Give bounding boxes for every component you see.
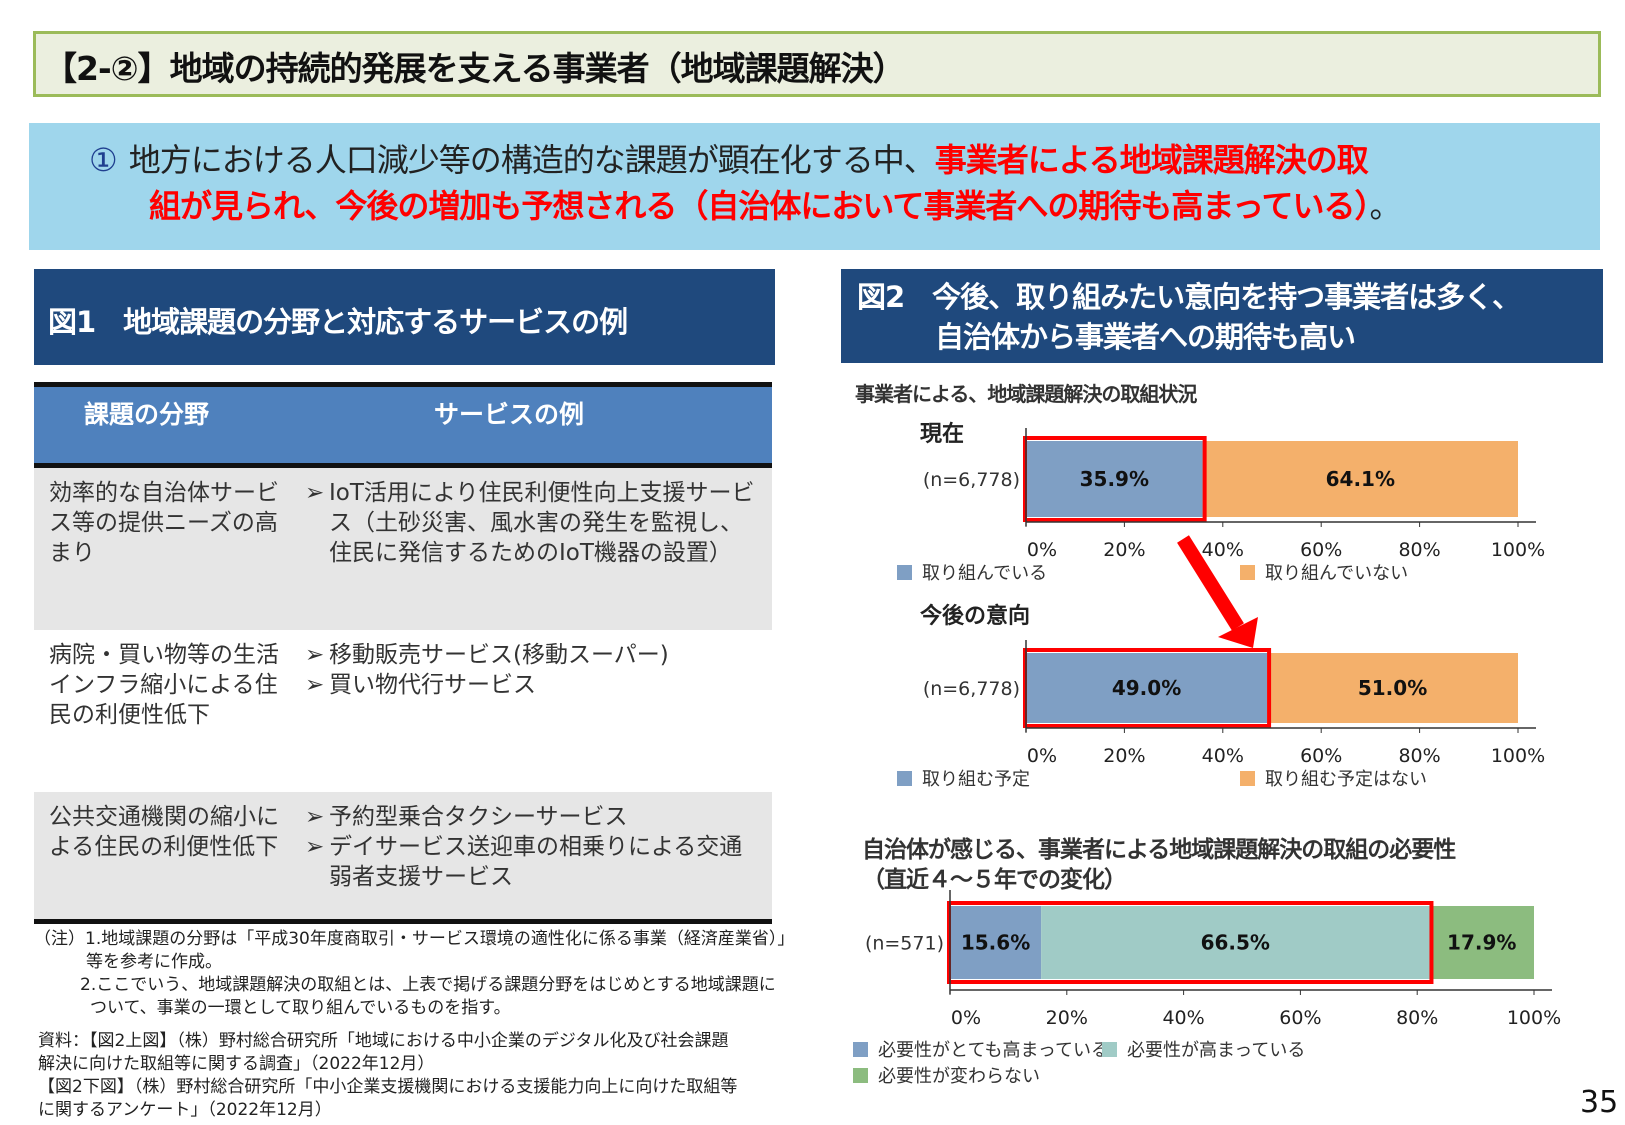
chart3-tick-label: 100% (1507, 1007, 1561, 1029)
fig2-title-line2: 自治体から事業者への期待も高い (935, 320, 1356, 354)
chart3-bar-0 (950, 906, 1042, 979)
field-cell: 効率的な自治体サービス等の提供ニーズの高まり (49, 480, 279, 566)
chart1-title: 事業者による、地域課題解決の取組状況 (855, 382, 1197, 406)
source-1-cont: 解決に向けた取組等に関する調査」（2022年12月） (38, 1054, 435, 1074)
fig2-title: 図2 今後、取り組みたい意向を持つ事業者は多く、 自治体から事業者への期待も高い (841, 269, 1603, 363)
chart1-subtitle: 現在 (920, 422, 965, 447)
chart2-legend-swatch (1240, 771, 1255, 786)
chart1-bar-label-1: 64.1% (1326, 467, 1395, 491)
chart3-bar-1 (1041, 906, 1430, 979)
chart1-tick-label: 100% (1491, 539, 1545, 561)
note-2-cont: ついて、事業の一環として取り組んでいるものを指す。 (90, 998, 511, 1018)
sources: 資料：【図2上図】（株）野村総合研究所「地域における中小企業のデジタル化及び社会… (38, 1030, 838, 1122)
chart1-legend-swatch (1240, 565, 1255, 580)
service-item: ➢ IoT活用により住民利便性向上支援サービス（土砂災害、風水害の発生を監視し、住… (305, 480, 755, 566)
chart2-tick-label: 20% (1103, 745, 1145, 767)
chart3-legend-swatch (1102, 1042, 1117, 1057)
chart1-legend-label: 取り組んでいる (922, 563, 1047, 584)
table-row: 効率的な自治体サービス等の提供ニーズの高まり ➢ IoT活用により住民利便性向上支… (34, 468, 772, 630)
table-row: 病院・買い物等の生活インフラ縮小による住民の利便性低下 ➢ 移動販売サービス(移動… (34, 630, 772, 792)
chart2-bar-1 (1267, 653, 1518, 723)
chart3-tick-label: 40% (1162, 1007, 1204, 1029)
chart3-bar-2 (1429, 906, 1534, 979)
table-bottom-rule (34, 919, 772, 924)
lead-highlight-1: 事業者による地域課題解決の取 (934, 141, 1369, 179)
page-title: 【2-②】地域の持続的発展を支える事業者（地域課題解決） (33, 31, 1601, 97)
chart3-legend-label: 必要性が変わらない (878, 1066, 1040, 1087)
chart2-legend-label: 取り組む予定 (922, 769, 1030, 790)
arrow-head-icon (1218, 617, 1258, 648)
chart1-bar-label-0: 35.9% (1080, 467, 1149, 491)
lead-number: ① (89, 141, 118, 179)
chart3-legend-label: 必要性がとても高まっている (878, 1040, 1109, 1061)
chart1-tick-label: 0% (1027, 539, 1057, 561)
chart1-tick-label: 20% (1103, 539, 1145, 561)
chart2-highlight-box (1023, 648, 1272, 728)
chart2-bar-0 (1026, 653, 1268, 723)
source-2-cont: に関するアンケート」（2022年12月） (38, 1100, 332, 1120)
chart2-bar-label-1: 51.0% (1358, 676, 1427, 700)
chart2-tick-label: 100% (1491, 745, 1545, 767)
chart3-tick-label: 0% (951, 1007, 981, 1029)
field-cell: 病院・買い物等の生活インフラ縮小による住民の利便性低下 (49, 642, 279, 728)
chart3-legend-swatch (853, 1068, 868, 1083)
service-table: 課題の分野 サービスの例 効率的な自治体サービス等の提供ニーズの高まり ➢ IoT… (34, 382, 772, 924)
lead-highlight-2: 組が見られ、今後の増加も予想される（自治体において事業者への期待も高まっている） (149, 187, 1370, 225)
fig2-title-line1: 図2 今後、取り組みたい意向を持つ事業者は多く、 (857, 280, 1521, 314)
header-services: サービスの例 (434, 400, 585, 429)
note-1-cont: 等を参考に作成。 (86, 952, 222, 972)
table-row: 公共交通機関の縮小による住民の利便性低下 ➢ 予約型乗合タクシーサービス ➢ デイサ… (34, 792, 772, 919)
chart3-legend-swatch (853, 1042, 868, 1057)
chart1-legend-swatch (897, 565, 912, 580)
chart2-tick-label: 60% (1300, 745, 1342, 767)
note-1: （注）1.地域課題の分野は「平成30年度商取引・サービス環境の適性化に係る事業（… (34, 929, 795, 949)
arrow-shaft (1177, 535, 1244, 631)
service-item: ➢ デイサービス送迎車の相乗りによる交通弱者支援サービス (305, 834, 743, 890)
table-header: 課題の分野 サービスの例 (34, 382, 772, 468)
chart3-highlight-box (947, 901, 1434, 984)
chart2-category-label: (n=6,778) (923, 678, 1020, 700)
chart2-legend-label: 取り組む予定はない (1265, 769, 1427, 790)
page-number: 35 (1580, 1085, 1619, 1120)
chart2-tick-label: 40% (1202, 745, 1244, 767)
note-2: 2.ここでいう、地域課題解決の取組とは、上表で掲げる課題分野をはじめとする地域課… (80, 975, 776, 995)
chart2-bar-label-0: 49.0% (1112, 676, 1181, 700)
source-2: 【図2下図】（株）野村総合研究所「中小企業支援機関における支援能力向上に向けた取… (38, 1077, 738, 1097)
lead-end: 。 (1369, 187, 1401, 225)
chart2-tick-label: 0% (1027, 745, 1057, 767)
chart1-legend-label: 取り組んでいない (1265, 563, 1408, 584)
chart3-bar-label-0: 15.6% (961, 931, 1030, 955)
lead-text: 地方における人口減少等の構造的な課題が顕在化する中、 (128, 141, 936, 179)
service-item: ➢ 買い物代行サービス (305, 672, 536, 698)
chart1-category-label: (n=6,778) (923, 469, 1020, 491)
chart1-bar-1 (1202, 441, 1518, 517)
chart2-tick-label: 80% (1398, 745, 1440, 767)
chart3-tick-label: 60% (1279, 1007, 1321, 1029)
chart3-tick-label: 80% (1396, 1007, 1438, 1029)
chart3-bar-label-1: 66.5% (1201, 931, 1270, 955)
header-field: 課題の分野 (84, 400, 210, 429)
chart3-tick-label: 20% (1046, 1007, 1088, 1029)
service-item: ➢ 予約型乗合タクシーサービス (305, 804, 628, 830)
fig1-title: 図1 地域課題の分野と対応するサービスの例 (34, 269, 775, 365)
chart3-title: 自治体が感じる、事業者による地域課題解決の取組の必要性 (862, 837, 1456, 863)
lead-summary: ① 地方における人口減少等の構造的な課題が顕在化する中、事業者による地域課題解決の… (29, 123, 1600, 250)
chart3-subtitle: （直近４～５年での変化） (862, 867, 1127, 893)
chart1-tick-label: 40% (1202, 539, 1244, 561)
chart1-bar-0 (1026, 441, 1203, 517)
chart3-category-label: (n=571) (865, 933, 944, 955)
field-cell: 公共交通機関の縮小による住民の利便性低下 (49, 804, 279, 860)
chart2-subtitle: 今後の意向 (920, 604, 1031, 629)
notes: （注）1.地域課題の分野は「平成30年度商取引・サービス環境の適性化に係る事業（… (34, 928, 834, 1020)
source-1: 資料：【図2上図】（株）野村総合研究所「地域における中小企業のデジタル化及び社会… (38, 1031, 729, 1051)
chart1-tick-label: 80% (1398, 539, 1440, 561)
chart1-tick-label: 60% (1300, 539, 1342, 561)
chart1-highlight-box (1023, 436, 1207, 522)
chart2-legend-swatch (897, 771, 912, 786)
service-item: ➢ 移動販売サービス(移動スーパー) (305, 642, 669, 668)
chart3-legend-label: 必要性が高まっている (1127, 1040, 1305, 1061)
chart3-bar-label-2: 17.9% (1447, 931, 1516, 955)
